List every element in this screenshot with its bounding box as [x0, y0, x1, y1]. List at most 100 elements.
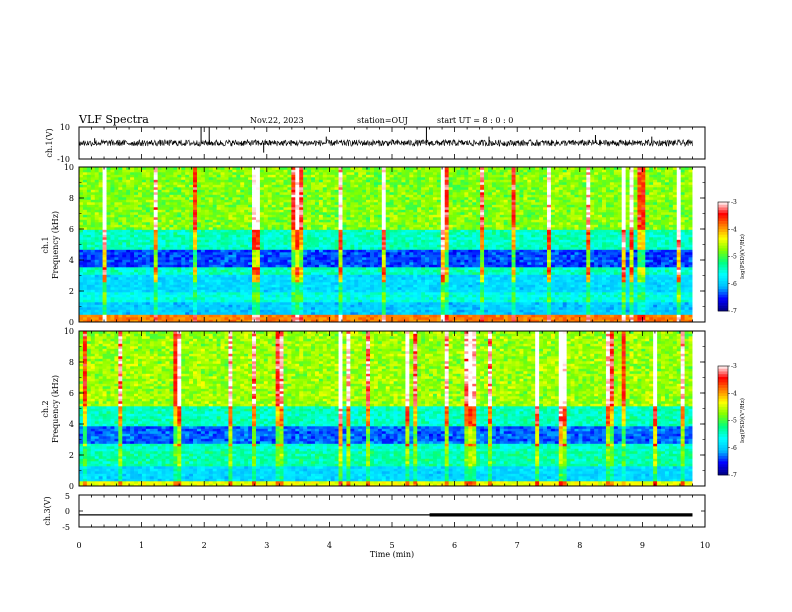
- spectrogram-cell: [165, 312, 170, 315]
- spectrogram-cell: [621, 302, 626, 305]
- spectrogram-cell: [244, 272, 249, 275]
- spectrogram-cell: [193, 302, 198, 305]
- spectrogram-cell: [157, 254, 162, 258]
- spectrogram-cell: [196, 294, 202, 298]
- spectrogram-cell: [161, 274, 166, 278]
- spectrogram-cell: [208, 287, 213, 290]
- spectrogram-cell: [169, 307, 174, 310]
- spectrogram-cell: [582, 302, 587, 305]
- spectrogram-cell: [157, 277, 162, 280]
- spectrogram-cell: [425, 287, 430, 290]
- spectrogram-cell: [126, 304, 131, 308]
- spectrogram-cell: [354, 247, 359, 250]
- spectrogram-cell: [373, 267, 379, 270]
- spectrogram-cell: [649, 257, 654, 260]
- spectrogram-cell: [527, 292, 532, 295]
- spectrogram-cell: [440, 252, 446, 255]
- spectrogram-cell: [590, 289, 595, 293]
- spectrogram-cell: [220, 242, 225, 245]
- spectrogram-cell: [543, 249, 548, 253]
- spectrogram-cell: [668, 269, 674, 273]
- spectrogram-cell: [90, 317, 96, 320]
- spectrogram-cell: [98, 272, 103, 275]
- spectrogram-cell: [102, 294, 107, 298]
- spectrogram-cell: [196, 309, 202, 313]
- spectrogram-cell: [216, 287, 221, 290]
- spectrogram-cell: [149, 259, 155, 263]
- spectrogram-cell: [535, 287, 540, 290]
- spectrogram-cell: [279, 247, 284, 250]
- spectrogram-cell: [283, 247, 288, 250]
- spectrogram-cell: [657, 277, 662, 280]
- spectrogram-cell: [456, 312, 461, 315]
- spectrogram-cell: [582, 304, 587, 308]
- spectrogram-cell: [263, 292, 269, 295]
- spectrogram-cell: [216, 254, 221, 258]
- spectrogram-cell: [377, 244, 383, 248]
- spectrogram-cell: [590, 262, 595, 265]
- spectrogram-cell: [605, 299, 611, 303]
- spectrogram-cell: [79, 257, 84, 260]
- spectrogram-cell: [566, 282, 571, 285]
- spectrogram-cell: [519, 304, 524, 308]
- spectrogram-cell: [137, 272, 143, 275]
- spectrogram-cell: [429, 317, 434, 320]
- spectrogram-cell: [625, 272, 630, 275]
- spectrogram-cell: [444, 267, 449, 270]
- spectrogram-cell: [255, 317, 261, 320]
- spectrogram-cell: [134, 264, 139, 268]
- spectrogram-cell: [212, 282, 217, 285]
- spectrogram-cell: [373, 249, 379, 253]
- spectrogram-cell: [271, 317, 276, 320]
- spectrogram-cell: [440, 272, 446, 275]
- spectrogram-cell: [377, 282, 383, 285]
- spectrogram-cell: [370, 274, 375, 278]
- spectrogram-cell: [366, 299, 371, 303]
- spectrogram-cell: [531, 294, 536, 298]
- spectrogram-cell: [425, 262, 430, 265]
- spectrogram-cell: [495, 267, 501, 270]
- spectrogram-cell: [224, 272, 229, 275]
- spectrogram-cell: [114, 287, 119, 290]
- spectrogram-cell: [582, 252, 587, 255]
- spectrogram-cell: [487, 304, 493, 308]
- spectrogram-cell: [680, 274, 685, 278]
- spectrogram-cell: [657, 272, 662, 275]
- spectrogram-cell: [354, 272, 359, 275]
- spectrogram-cell: [236, 272, 241, 275]
- spectrogram-cell: [543, 287, 548, 290]
- spectrogram-cell: [480, 319, 485, 323]
- spectrogram-cell: [177, 264, 182, 268]
- spectrogram-cell: [252, 312, 257, 315]
- spectrogram-cell: [539, 282, 544, 285]
- spectrogram-cell: [385, 267, 390, 270]
- spectrogram-cell: [314, 292, 320, 295]
- spectrogram-cell: [240, 264, 245, 268]
- spectrogram-cell: [342, 287, 347, 290]
- spectrogram-cell: [145, 319, 151, 323]
- spectrogram-cell: [145, 292, 151, 295]
- spectrogram-cell: [303, 304, 308, 308]
- spectrogram-cell: [330, 282, 335, 285]
- spectrogram-cell: [193, 307, 198, 310]
- spectrogram-cell: [252, 302, 257, 305]
- spectrogram-cell: [609, 254, 615, 258]
- spectrogram-cell: [527, 262, 532, 265]
- spectrogram-cell: [476, 302, 481, 305]
- spectrogram-cell: [82, 317, 88, 320]
- spectrogram-cell: [519, 309, 524, 313]
- spectrogram-cell: [267, 274, 272, 278]
- spectrogram-cell: [330, 284, 335, 288]
- spectrogram-cell: [641, 274, 646, 278]
- spectrogram-cell: [621, 274, 626, 278]
- spectrogram-cell: [535, 304, 540, 308]
- spectrogram-cell: [90, 264, 96, 268]
- spectrogram-cell: [436, 299, 442, 303]
- spectrogram-cell: [153, 264, 158, 268]
- spectrogram-cell: [232, 252, 237, 255]
- spectrogram-cell: [613, 282, 619, 285]
- spectrogram-cell: [236, 244, 241, 248]
- spectrogram-cell: [425, 304, 430, 308]
- spectrogram-cell: [161, 284, 166, 288]
- spectrogram-cell: [86, 294, 92, 298]
